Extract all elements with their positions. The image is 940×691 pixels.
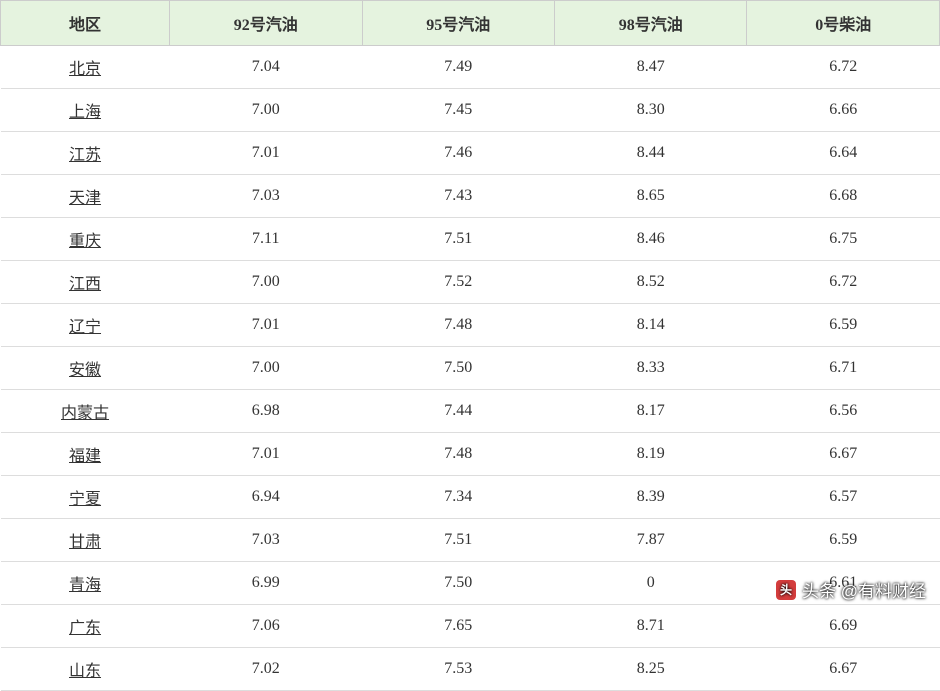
cell-98: 8.19 xyxy=(554,433,746,476)
cell-region[interactable]: 重庆 xyxy=(1,218,170,261)
table-row: 江西7.007.528.526.72 xyxy=(1,261,940,304)
cell-98: 8.71 xyxy=(554,605,746,648)
cell-diesel: 6.72 xyxy=(747,261,940,304)
cell-92: 7.11 xyxy=(170,218,362,261)
cell-92: 7.01 xyxy=(170,433,362,476)
cell-92: 7.00 xyxy=(170,261,362,304)
cell-92: 7.00 xyxy=(170,89,362,132)
header-95: 95号汽油 xyxy=(362,1,554,46)
cell-diesel: 6.66 xyxy=(747,89,940,132)
cell-92: 7.01 xyxy=(170,132,362,175)
cell-98: 8.46 xyxy=(554,218,746,261)
cell-95: 7.51 xyxy=(362,519,554,562)
cell-98: 8.47 xyxy=(554,46,746,89)
cell-region[interactable]: 青海 xyxy=(1,562,170,605)
cell-95: 7.48 xyxy=(362,304,554,347)
cell-98: 0 xyxy=(554,562,746,605)
cell-diesel: 6.68 xyxy=(747,175,940,218)
cell-region[interactable]: 广东 xyxy=(1,605,170,648)
cell-98: 7.87 xyxy=(554,519,746,562)
cell-92: 7.00 xyxy=(170,347,362,390)
cell-diesel: 6.67 xyxy=(747,433,940,476)
cell-98: 8.14 xyxy=(554,304,746,347)
header-98: 98号汽油 xyxy=(554,1,746,46)
cell-98: 8.30 xyxy=(554,89,746,132)
cell-92: 6.99 xyxy=(170,562,362,605)
cell-98: 8.65 xyxy=(554,175,746,218)
cell-95: 7.49 xyxy=(362,46,554,89)
fuel-price-table: 地区 92号汽油 95号汽油 98号汽油 0号柴油 北京7.047.498.47… xyxy=(0,0,940,691)
cell-95: 7.51 xyxy=(362,218,554,261)
cell-diesel: 6.59 xyxy=(747,304,940,347)
cell-region[interactable]: 安徽 xyxy=(1,347,170,390)
cell-region[interactable]: 江苏 xyxy=(1,132,170,175)
table-row: 青海6.997.5006.61 xyxy=(1,562,940,605)
cell-95: 7.53 xyxy=(362,648,554,691)
cell-diesel: 6.61 xyxy=(747,562,940,605)
cell-98: 8.25 xyxy=(554,648,746,691)
cell-region[interactable]: 福建 xyxy=(1,433,170,476)
cell-diesel: 6.57 xyxy=(747,476,940,519)
cell-98: 8.52 xyxy=(554,261,746,304)
cell-95: 7.65 xyxy=(362,605,554,648)
table-row: 重庆7.117.518.466.75 xyxy=(1,218,940,261)
table-row: 天津7.037.438.656.68 xyxy=(1,175,940,218)
cell-diesel: 6.71 xyxy=(747,347,940,390)
cell-diesel: 6.69 xyxy=(747,605,940,648)
cell-diesel: 6.64 xyxy=(747,132,940,175)
table-row: 山东7.027.538.256.67 xyxy=(1,648,940,691)
table-row: 江苏7.017.468.446.64 xyxy=(1,132,940,175)
table-row: 广东7.067.658.716.69 xyxy=(1,605,940,648)
cell-region[interactable]: 甘肃 xyxy=(1,519,170,562)
cell-region[interactable]: 江西 xyxy=(1,261,170,304)
cell-95: 7.50 xyxy=(362,562,554,605)
cell-92: 7.03 xyxy=(170,175,362,218)
cell-92: 7.04 xyxy=(170,46,362,89)
cell-98: 8.33 xyxy=(554,347,746,390)
cell-95: 7.46 xyxy=(362,132,554,175)
table-row: 甘肃7.037.517.876.59 xyxy=(1,519,940,562)
cell-98: 8.44 xyxy=(554,132,746,175)
cell-95: 7.34 xyxy=(362,476,554,519)
cell-region[interactable]: 天津 xyxy=(1,175,170,218)
cell-98: 8.39 xyxy=(554,476,746,519)
cell-diesel: 6.59 xyxy=(747,519,940,562)
cell-diesel: 6.56 xyxy=(747,390,940,433)
cell-region[interactable]: 内蒙古 xyxy=(1,390,170,433)
table-row: 安徽7.007.508.336.71 xyxy=(1,347,940,390)
header-92: 92号汽油 xyxy=(170,1,362,46)
cell-98: 8.17 xyxy=(554,390,746,433)
cell-95: 7.50 xyxy=(362,347,554,390)
cell-95: 7.44 xyxy=(362,390,554,433)
table-header-row: 地区 92号汽油 95号汽油 98号汽油 0号柴油 xyxy=(1,1,940,46)
cell-diesel: 6.72 xyxy=(747,46,940,89)
header-region: 地区 xyxy=(1,1,170,46)
table-row: 上海7.007.458.306.66 xyxy=(1,89,940,132)
table-body: 北京7.047.498.476.72上海7.007.458.306.66江苏7.… xyxy=(1,46,940,691)
cell-95: 7.43 xyxy=(362,175,554,218)
cell-region[interactable]: 辽宁 xyxy=(1,304,170,347)
cell-region[interactable]: 山东 xyxy=(1,648,170,691)
table-row: 宁夏6.947.348.396.57 xyxy=(1,476,940,519)
cell-95: 7.48 xyxy=(362,433,554,476)
cell-92: 7.01 xyxy=(170,304,362,347)
cell-region[interactable]: 上海 xyxy=(1,89,170,132)
cell-diesel: 6.75 xyxy=(747,218,940,261)
table-row: 福建7.017.488.196.67 xyxy=(1,433,940,476)
table-row: 北京7.047.498.476.72 xyxy=(1,46,940,89)
cell-diesel: 6.67 xyxy=(747,648,940,691)
cell-95: 7.52 xyxy=(362,261,554,304)
cell-92: 6.98 xyxy=(170,390,362,433)
header-diesel: 0号柴油 xyxy=(747,1,940,46)
table-row: 内蒙古6.987.448.176.56 xyxy=(1,390,940,433)
cell-92: 7.03 xyxy=(170,519,362,562)
table-row: 辽宁7.017.488.146.59 xyxy=(1,304,940,347)
cell-95: 7.45 xyxy=(362,89,554,132)
cell-92: 7.02 xyxy=(170,648,362,691)
cell-region[interactable]: 宁夏 xyxy=(1,476,170,519)
cell-92: 6.94 xyxy=(170,476,362,519)
cell-92: 7.06 xyxy=(170,605,362,648)
cell-region[interactable]: 北京 xyxy=(1,46,170,89)
